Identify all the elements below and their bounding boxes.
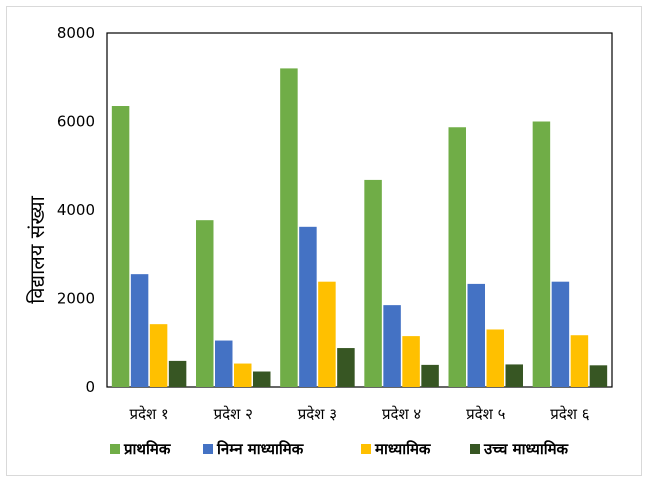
plot-area: [106, 32, 613, 388]
legend-label: निम्न माध्यामिक: [216, 440, 305, 458]
y-tick-label: 6000: [57, 113, 95, 131]
bar-6-1: [532, 121, 551, 387]
bar-5-4: [505, 364, 523, 387]
y-tick-label: 2000: [57, 290, 95, 308]
y-tick-label: 0: [85, 378, 95, 396]
plot-border: [106, 32, 613, 388]
x-axis-ticks: प्रदेश १ प्रदेश २ प्रदेश ३ प्रदेश ४ प्रदेश ५…: [129, 405, 589, 423]
bar-3-2: [299, 226, 317, 387]
bar-4-1: [364, 179, 382, 387]
legend-swatch: [470, 444, 480, 454]
bar-4-3: [402, 336, 420, 387]
bar-6-4: [589, 365, 608, 387]
bar-1-3: [149, 324, 168, 387]
bar-3-4: [337, 348, 355, 387]
bar-5-2: [467, 283, 485, 387]
bar-2-3: [234, 363, 252, 387]
legend-swatch: [361, 444, 371, 454]
legend-swatch: [110, 444, 120, 454]
bar-4-4: [421, 364, 439, 387]
bar-5-1: [448, 127, 466, 387]
bar-4-2: [383, 305, 401, 387]
bar-6-2: [551, 281, 570, 387]
x-tick-label: प्रदेश ६: [550, 405, 589, 423]
legend-swatch: [203, 444, 213, 454]
bar-2-2: [215, 340, 233, 387]
bar-2-4: [253, 371, 271, 387]
legend-label: प्राथमिक: [123, 440, 172, 458]
x-tick-label: प्रदेश ३: [298, 405, 337, 423]
legend-label: उच्च माध्यामिक: [483, 440, 570, 458]
bar-6-3: [570, 335, 589, 387]
bar-3-1: [280, 68, 298, 388]
legend-label: माध्यामिक: [374, 440, 432, 458]
bar-1-4: [168, 360, 187, 387]
bar-1-2: [130, 274, 149, 387]
x-tick-label: प्रदेश ४: [382, 405, 421, 423]
legend: प्राथमिक निम्न माध्यामिक माध्यामिक उच्च माध…: [110, 440, 570, 458]
bar-5-3: [486, 329, 504, 387]
y-axis-title: विद्यालय संख्या: [25, 195, 49, 303]
bar-3-3: [318, 281, 336, 387]
y-axis-ticks: 0 2000 4000 6000 8000: [57, 24, 95, 396]
y-tick-label: 4000: [57, 201, 95, 219]
x-tick-label: प्रदेश ५: [466, 405, 505, 423]
bar-2-1: [196, 220, 214, 387]
bar-1-1: [111, 106, 130, 387]
x-tick-label: प्रदेश २: [214, 405, 253, 423]
y-tick-label: 8000: [57, 24, 95, 42]
x-tick-label: प्रदेश १: [129, 405, 168, 423]
